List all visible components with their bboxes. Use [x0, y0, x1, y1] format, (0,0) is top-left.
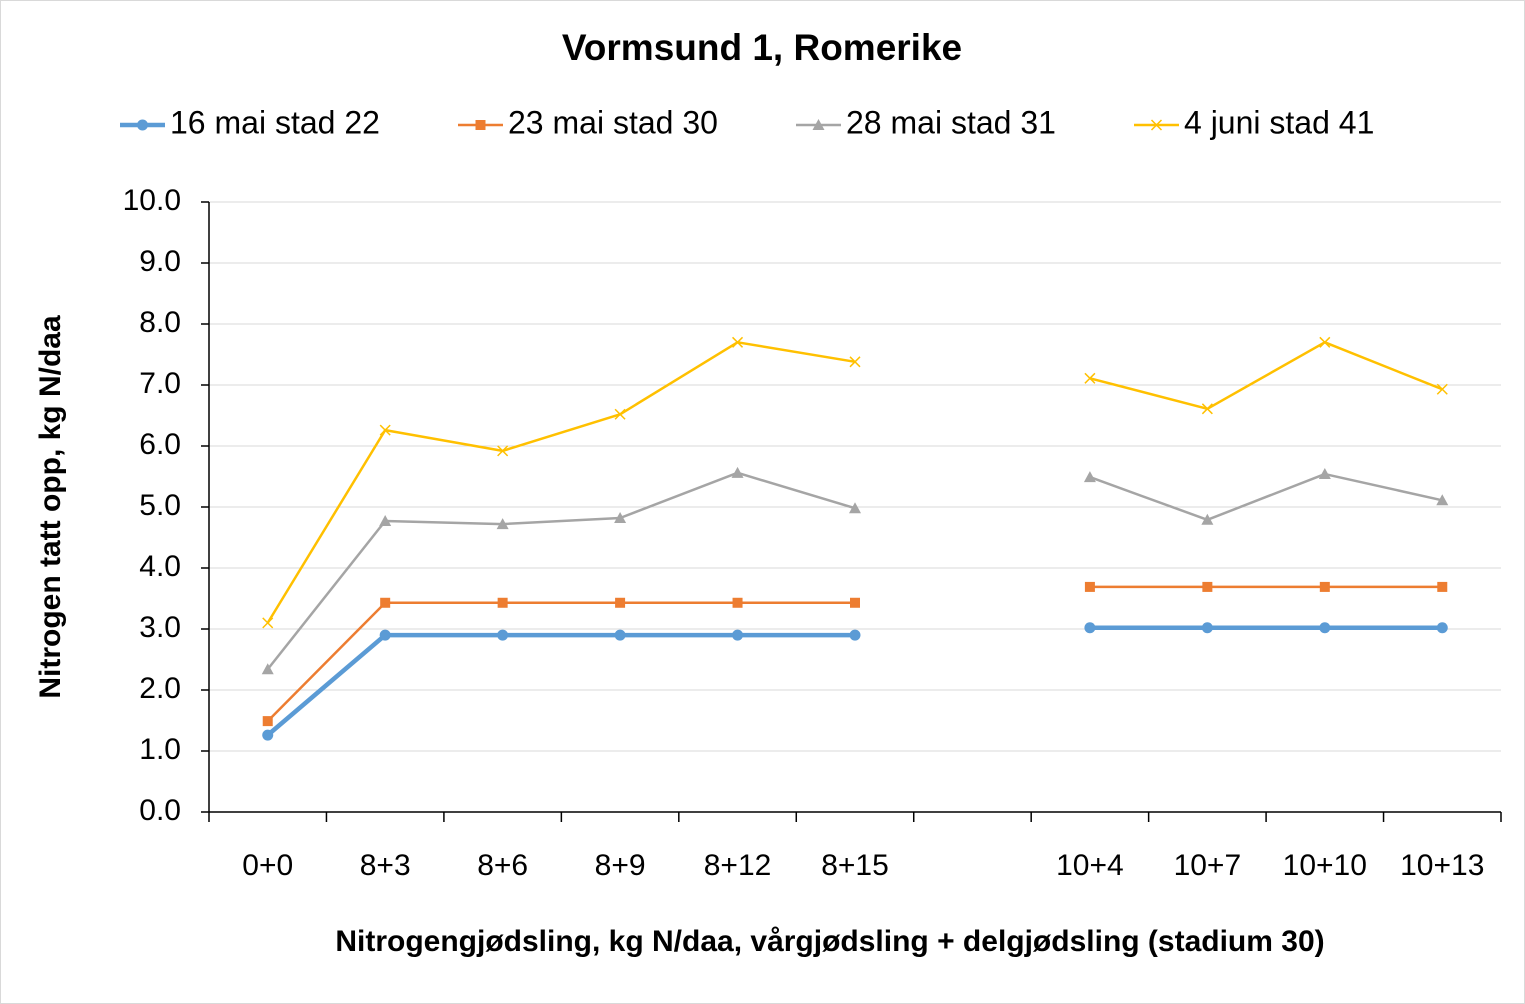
- legend-marker: [137, 119, 148, 131]
- x-tick-label: 8+12: [704, 849, 772, 882]
- data-point: [262, 617, 274, 629]
- y-tick-label: 5.0: [139, 489, 181, 522]
- legend-marker: [1150, 119, 1163, 131]
- data-point: [732, 336, 744, 348]
- data-point: [1084, 622, 1096, 634]
- data-point: [1319, 581, 1330, 592]
- series-line: [266, 625, 1443, 737]
- legend-label: 23 mai stad 30: [508, 104, 718, 140]
- data-point: [1436, 622, 1448, 634]
- data-point: [379, 515, 392, 527]
- data-point: [850, 597, 860, 608]
- x-tick-label: 10+7: [1174, 849, 1242, 882]
- legend-label: 4 juni stad 41: [1184, 104, 1374, 140]
- chart-title: Vormsund 1, Romerike: [562, 27, 962, 68]
- legend-marker: [812, 119, 825, 130]
- y-tick-label: 4.0: [139, 550, 181, 583]
- data-point: [497, 629, 509, 641]
- data-point: [615, 597, 626, 608]
- data-point: [614, 511, 627, 523]
- data-point: [497, 597, 508, 608]
- data-point: [1084, 372, 1096, 384]
- data-point: [379, 629, 391, 641]
- data-point: [1083, 471, 1096, 483]
- data-point: [732, 597, 743, 608]
- data-point: [379, 424, 391, 436]
- data-point: [1084, 581, 1095, 592]
- data-point: [380, 597, 391, 608]
- data-point: [614, 629, 626, 641]
- data-point: [614, 408, 626, 420]
- data-point: [849, 629, 861, 641]
- data-point: [1436, 383, 1448, 395]
- data-point: [262, 729, 274, 741]
- series-line: [266, 585, 1443, 722]
- data-point: [1319, 336, 1331, 348]
- series-line: [266, 341, 1443, 624]
- x-tick-label: 8+9: [595, 849, 646, 882]
- x-tick-label: 0+0: [242, 849, 293, 882]
- x-tick-label: 10+13: [1400, 849, 1484, 882]
- y-tick-label: 8.0: [139, 306, 181, 339]
- y-tick-label: 6.0: [139, 428, 181, 461]
- data-point: [497, 445, 509, 457]
- series-line: [266, 471, 1443, 671]
- data-point: [1201, 513, 1214, 525]
- data-point: [1319, 622, 1331, 634]
- data-point: [1436, 494, 1449, 506]
- legend-marker: [475, 120, 486, 130]
- y-tick-label: 3.0: [139, 611, 181, 644]
- data-point: [849, 356, 861, 368]
- data-point: [1318, 468, 1331, 480]
- data-point: [262, 716, 273, 727]
- x-tick-label: 10+4: [1056, 849, 1124, 882]
- data-point: [261, 663, 274, 675]
- x-axis-label: Nitrogengjødsling, kg N/daa, vårgjødslin…: [335, 925, 1324, 958]
- y-tick-label: 0.0: [139, 794, 181, 827]
- data-point: [849, 502, 861, 514]
- y-tick-label: 1.0: [139, 733, 181, 766]
- y-tick-label: 9.0: [139, 245, 181, 278]
- data-point: [1202, 581, 1213, 592]
- x-tick-label: 8+15: [821, 849, 889, 882]
- y-axis-label: Nitrogen tatt opp, kg N/daa: [34, 315, 67, 699]
- x-tick-label: 10+10: [1283, 849, 1367, 882]
- y-tick-label: 7.0: [139, 367, 181, 400]
- legend-label: 16 mai stad 22: [170, 104, 380, 140]
- legend-label: 28 mai stad 31: [846, 104, 1056, 140]
- data-point: [731, 466, 744, 478]
- data-point: [1437, 581, 1448, 592]
- x-tick-label: 8+6: [477, 849, 528, 882]
- data-point: [496, 518, 509, 530]
- y-tick-label: 10.0: [123, 184, 181, 217]
- y-tick-label: 2.0: [139, 672, 181, 705]
- data-point: [732, 629, 744, 641]
- x-tick-label: 8+3: [360, 849, 411, 882]
- data-point: [1201, 403, 1213, 415]
- data-point: [1201, 622, 1213, 634]
